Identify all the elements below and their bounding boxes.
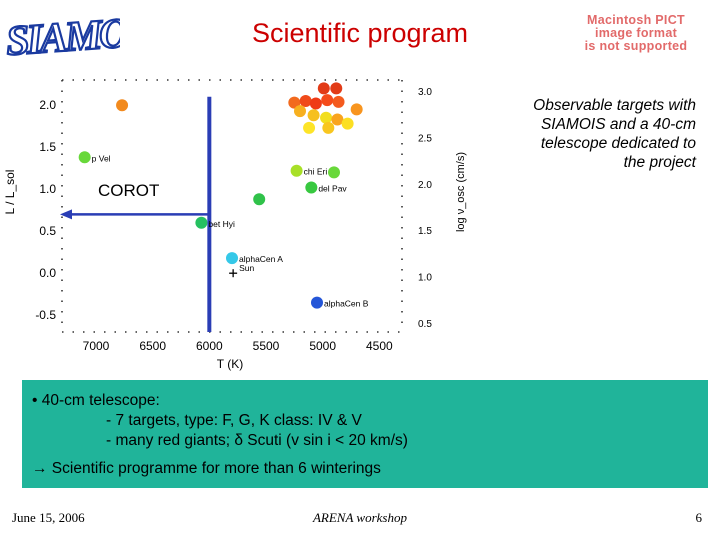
data-point	[253, 193, 266, 206]
corot-boundary	[60, 96, 212, 332]
pict-line: Macintosh PICT	[587, 13, 685, 27]
x-tick-label: 7000	[83, 339, 110, 353]
y-tick-label: -0.5	[35, 308, 56, 322]
data-point	[299, 95, 312, 107]
y2-axis-ticks: 3.0 2.5 2.0 1.5 1.0 0.5	[418, 87, 432, 330]
point-label: alphaCen B	[324, 299, 369, 309]
data-point	[226, 252, 238, 265]
y2-tick-label: 2.5	[418, 133, 432, 144]
data-point	[331, 113, 344, 126]
y-axis-ticks: 2.0 1.5 1.0 0.5 0.0 -0.5	[35, 98, 56, 322]
footer-event: ARENA workshop	[312, 510, 407, 525]
data-point	[290, 164, 303, 177]
data-point	[78, 151, 91, 164]
y-tick-label: 0.0	[39, 266, 56, 280]
x-axis-label: T (K)	[217, 357, 243, 371]
summary-line-1: • 40-cm telescope:	[32, 392, 160, 409]
summary-line-3: - many red giants; δ Scuti (v sin i < 20…	[106, 432, 408, 449]
point-label: del Pav	[318, 184, 347, 194]
pict-line: is not supported	[584, 39, 688, 53]
point-label: alphaCen A	[239, 254, 283, 264]
summary-box: • 40-cm telescope: - 7 targets, type: F,…	[22, 380, 708, 488]
page-title: Scientific program	[251, 18, 469, 48]
hr-diagram-chart: 2.0 1.5 1.0 0.5 0.0 -0.5 3.0 2.5 2.0 1.5 1.0 0.5 7…	[3, 79, 467, 371]
data-point	[328, 166, 340, 179]
y2-tick-label: 1.5	[418, 226, 432, 237]
point-label: p Vel	[92, 153, 111, 163]
data-point	[294, 105, 306, 118]
data-point	[332, 95, 345, 108]
chart-frame	[61, 79, 403, 333]
data-point	[305, 181, 318, 194]
data-point	[322, 121, 335, 134]
data-point	[303, 121, 316, 134]
data-point	[116, 99, 129, 112]
data-point	[311, 296, 323, 309]
y2-tick-label: 2.0	[418, 180, 432, 191]
data-point	[330, 82, 343, 95]
summary-line-4: → Scientific programme for more than 6 w…	[32, 460, 381, 477]
y2-tick-label: 3.0	[418, 87, 432, 98]
data-point	[320, 111, 333, 124]
y-tick-label: 0.5	[39, 224, 56, 238]
y2-axis-label: log ν_osc (cm/s)	[455, 152, 467, 232]
siamois-logo: SIAMOIS	[4, 7, 120, 64]
x-tick-label: 6000	[196, 339, 223, 353]
observable-targets-text: Observable targets with SIAMOIS and a 40…	[533, 97, 696, 171]
x-tick-label: 4500	[366, 339, 393, 353]
summary-line-2: - 7 targets, type: F, G, K class: IV & V	[106, 412, 362, 429]
x-tick-label: 5500	[253, 339, 280, 353]
x-tick-label: 5000	[309, 339, 336, 353]
corot-label: COROT	[98, 181, 159, 200]
point-label: chi Eri	[304, 167, 328, 177]
y2-tick-label: 1.0	[418, 273, 432, 284]
pict-unsupported-placeholder: Macintosh PICT image format is not suppo…	[562, 14, 710, 53]
corot-arrow-head	[60, 209, 72, 220]
y2-tick-label: 0.5	[418, 319, 432, 330]
y-tick-label: 1.0	[39, 182, 56, 196]
data-point	[341, 117, 354, 130]
data-point	[309, 97, 322, 110]
y-axis-label: L / L_sol	[3, 170, 17, 215]
data-point	[350, 103, 363, 116]
x-axis-ticks: 7000 6500 6000 5500 5000 4500	[83, 339, 393, 353]
data-point	[288, 96, 301, 109]
y-tick-label: 2.0	[39, 98, 56, 112]
footer-date: June 15, 2006	[12, 510, 85, 525]
data-point	[195, 216, 208, 229]
point-label: bet Hyi	[208, 219, 235, 229]
data-point	[317, 82, 330, 95]
point-label: Sun	[239, 263, 254, 273]
data-point	[321, 94, 334, 107]
footer-page-number: 6	[695, 510, 703, 525]
svg-text:SIAMOIS: SIAMOIS	[5, 8, 120, 64]
x-tick-label: 6500	[139, 339, 166, 353]
pict-line: image format	[594, 26, 678, 40]
y-tick-label: 1.5	[39, 140, 56, 154]
data-point	[307, 109, 320, 122]
